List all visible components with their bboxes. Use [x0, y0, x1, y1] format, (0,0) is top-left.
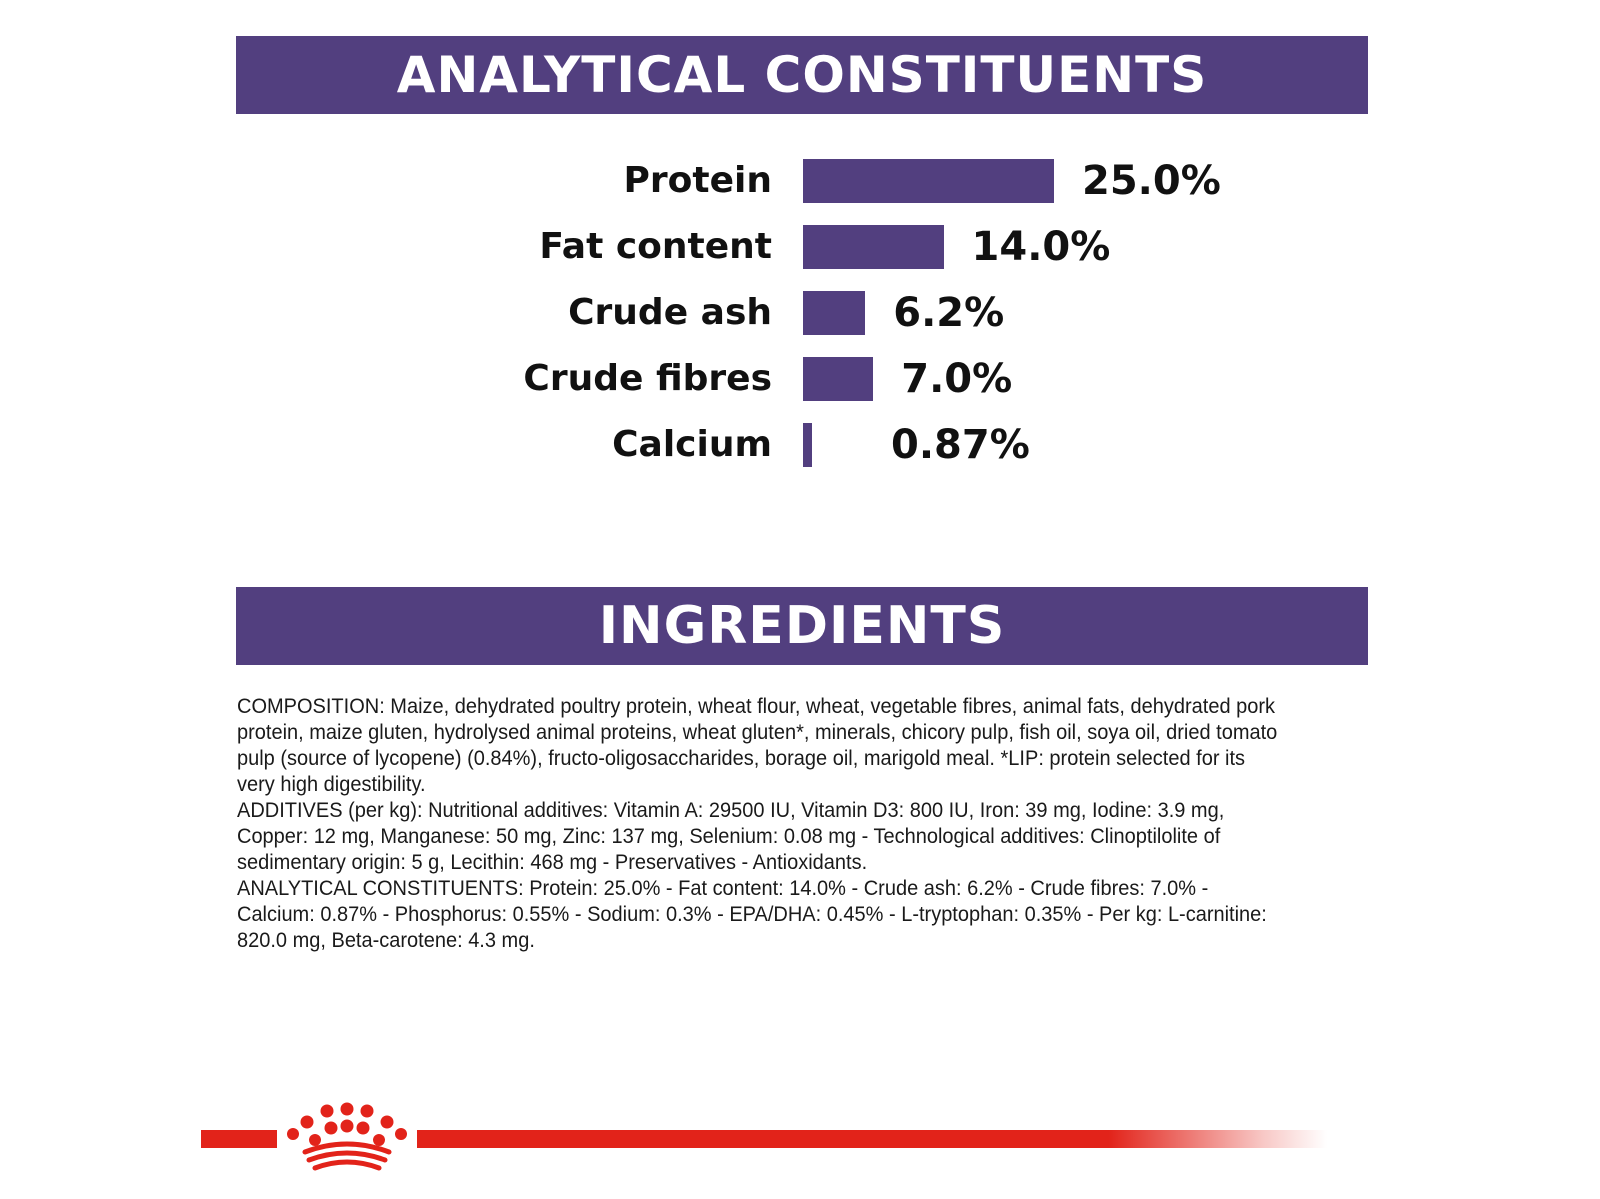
chart-row: Crude ash 6.2%: [0, 289, 1600, 337]
ingredients-text: COMPOSITION: Maize, dehydrated poultry p…: [237, 693, 1279, 953]
chart-bar: [803, 159, 1054, 203]
chart-category-label: Fat content: [539, 226, 772, 267]
chart-bar: [803, 357, 874, 401]
chart-data-label: 25.0%: [1082, 158, 1221, 204]
footer-stripe-left: [201, 1130, 277, 1148]
chart-bar: [803, 423, 812, 467]
crown-logo-icon: [287, 1102, 407, 1171]
chart-data-label: 0.87%: [891, 422, 1030, 468]
ingredients-heading: INGREDIENTS: [236, 587, 1368, 665]
additives-paragraph: ADDITIVES (per kg): Nutritional additive…: [237, 798, 1225, 874]
analytical-constituents-heading: ANALYTICAL CONSTITUENTS: [236, 36, 1368, 114]
chart-category-label: Calcium: [612, 424, 772, 465]
chart-row: Fat content 14.0%: [0, 223, 1600, 271]
chart-row: Protein 25.0%: [0, 157, 1600, 205]
chart-bar: [803, 291, 866, 335]
chart-data-label: 6.2%: [893, 290, 1005, 336]
chart-category-label: Crude ash: [568, 292, 772, 333]
chart-bar: [803, 225, 944, 269]
chart-data-label: 7.0%: [901, 356, 1013, 402]
chart-category-label: Crude fibres: [523, 358, 772, 399]
composition-paragraph: COMPOSITION: Maize, dehydrated poultry p…: [237, 694, 1278, 796]
chart-row: Calcium 0.87%: [0, 421, 1600, 469]
footer-stripe-right: [417, 1130, 1327, 1148]
chart-row: Crude fibres 7.0%: [0, 355, 1600, 403]
analytical-constituents-paragraph: ANALYTICAL CONSTITUENTS: Protein: 25.0% …: [237, 876, 1267, 952]
chart-data-label: 14.0%: [971, 224, 1111, 270]
chart-category-label: Protein: [623, 160, 772, 201]
